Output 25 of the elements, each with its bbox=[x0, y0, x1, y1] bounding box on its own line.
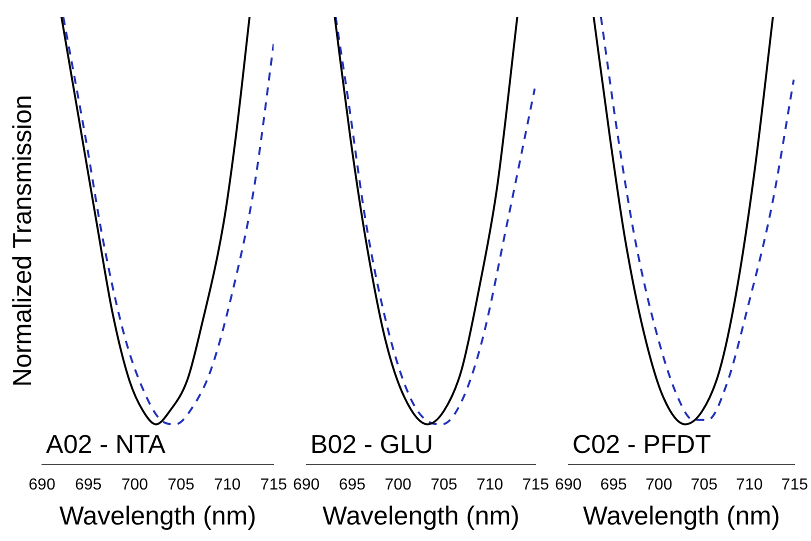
x-tick-label: 690 bbox=[292, 476, 320, 494]
annotation: A02 - NTA bbox=[46, 428, 166, 459]
x-tick-label: 705 bbox=[168, 476, 194, 494]
x-tick-label: 695 bbox=[74, 476, 102, 494]
x-axis-title: Wavelength (nm) bbox=[322, 500, 520, 531]
x-tick-label: 705 bbox=[430, 476, 458, 494]
y-axis-title: Normalized Transmission bbox=[7, 94, 38, 387]
x-tick-label: 715 bbox=[522, 476, 550, 494]
annotation: B02 - GLU bbox=[310, 428, 434, 459]
x-tick-label: 710 bbox=[736, 476, 763, 494]
x-tick-label: 695 bbox=[338, 476, 366, 494]
x-axis-title: Wavelength (nm) bbox=[59, 500, 256, 531]
x-tick-label: 715 bbox=[781, 476, 808, 494]
x-tick-label: 690 bbox=[554, 476, 582, 494]
x-tick-label: 710 bbox=[214, 476, 241, 494]
x-tick-label: 700 bbox=[384, 476, 412, 494]
x-tick-label: 710 bbox=[476, 476, 504, 494]
x-tick-label: 705 bbox=[690, 476, 718, 494]
annotation: C02 - PFDT bbox=[572, 428, 712, 459]
x-tick-label: 700 bbox=[121, 476, 148, 494]
x-tick-label: 690 bbox=[28, 476, 56, 494]
x-tick-label: 700 bbox=[646, 476, 672, 494]
x-tick-label: 695 bbox=[600, 476, 628, 494]
x-tick-label: 715 bbox=[260, 476, 288, 494]
x-axis-title: Wavelength (nm) bbox=[583, 500, 780, 531]
